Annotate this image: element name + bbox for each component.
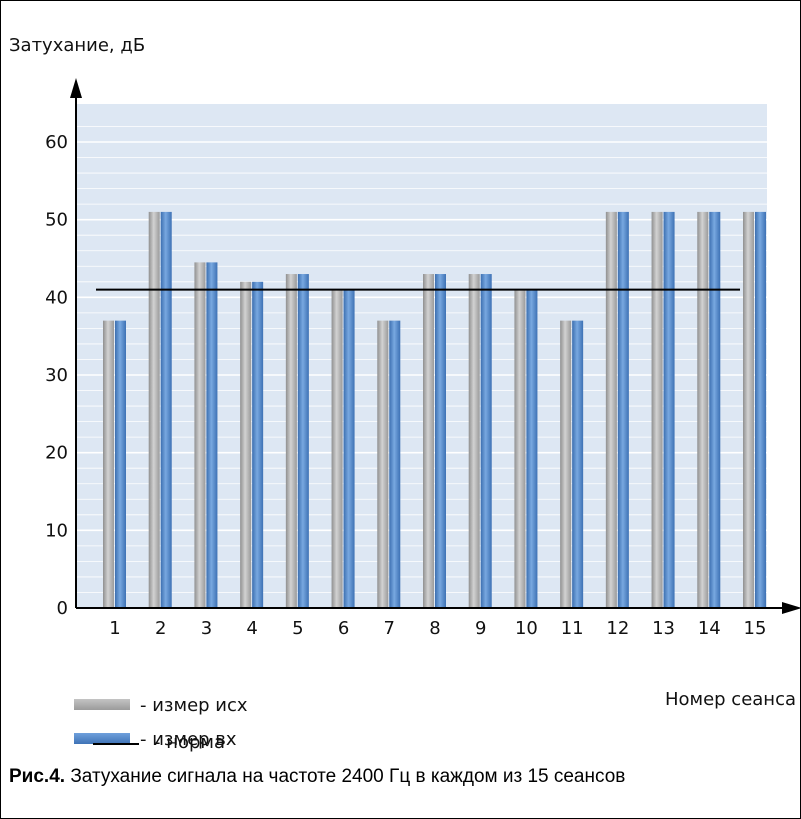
y-tick-label: 60 <box>45 132 68 153</box>
x-tick-label: 12 <box>606 618 629 639</box>
bar-source <box>514 289 526 608</box>
y-tick-label: 40 <box>45 287 68 308</box>
bar-source <box>240 281 252 608</box>
x-tick-label: 10 <box>515 618 538 639</box>
x-tick-label: 11 <box>561 618 584 639</box>
x-tick-label: 4 <box>246 618 257 639</box>
legend-swatch-gray-2 <box>74 699 130 710</box>
x-tick-label: 13 <box>652 618 675 639</box>
x-tick-label: 8 <box>429 618 440 639</box>
y-tick-label: 0 <box>57 598 68 619</box>
x-tick-label: 7 <box>384 618 395 639</box>
x-tick-label: 3 <box>201 618 212 639</box>
bar-input <box>160 211 172 608</box>
figure-caption: Рис.4. Затухание сигнала на частоте 2400… <box>9 766 625 788</box>
bar-source <box>194 262 206 608</box>
x-axis-arrow <box>782 602 801 614</box>
bar-source <box>605 211 617 608</box>
legend-label-gray: - измер исх <box>140 695 248 716</box>
bar-input <box>297 274 309 608</box>
bar-input <box>252 281 264 608</box>
bar-source <box>651 211 663 608</box>
bar-source <box>560 320 572 608</box>
bar-source <box>148 211 160 608</box>
bar-source <box>377 320 389 608</box>
bar-input <box>526 289 538 608</box>
x-tick-label: 2 <box>155 618 166 639</box>
bar-source <box>103 320 114 608</box>
bar-source <box>285 274 297 608</box>
y-axis-title: Затухание, дБ <box>9 35 145 56</box>
bar-input <box>755 211 766 608</box>
bar-input <box>480 274 492 608</box>
bar-source <box>331 289 343 608</box>
y-tick-label: 20 <box>45 443 68 464</box>
bar-source <box>468 274 480 608</box>
bar-input <box>435 274 446 608</box>
x-tick-label: 6 <box>338 618 349 639</box>
y-tick-label: 10 <box>45 520 68 541</box>
bar-input <box>709 211 721 608</box>
bar-input <box>389 320 401 608</box>
plot-area <box>76 104 767 608</box>
caption-text: Затухание сигнала на частоте 2400 Гц в к… <box>65 766 626 787</box>
legend-swatch-blue <box>74 733 130 744</box>
legend-label-blue: - измер вх <box>140 729 237 750</box>
y-tick-label: 50 <box>45 210 68 231</box>
bar-input <box>343 289 355 608</box>
y-tick-label: 30 <box>45 365 68 386</box>
x-tick-label: 15 <box>744 618 767 639</box>
legend-swatch-norm-line <box>93 743 139 745</box>
bar-source <box>423 274 434 608</box>
y-axis-arrow <box>70 78 82 98</box>
x-tick-label: 5 <box>292 618 303 639</box>
x-tick-label: 14 <box>698 618 721 639</box>
caption-figure-number: Рис.4. <box>9 766 66 787</box>
bar-source <box>697 211 709 608</box>
x-axis-title: Номер сеанса <box>665 689 796 710</box>
bar-input <box>206 262 218 608</box>
bar-input <box>115 320 126 608</box>
bar-source <box>743 211 754 608</box>
bar-input <box>617 211 629 608</box>
x-tick-label: 9 <box>475 618 486 639</box>
bar-input <box>572 320 584 608</box>
bar-input <box>663 211 675 608</box>
legend-label-norm: - норма <box>154 732 226 753</box>
x-tick-label: 1 <box>109 618 120 639</box>
bar-chart: 1 2 3 4 5 6 7 8 9 10 11 12 13 14 150102030405060Затуха… <box>9 35 801 710</box>
